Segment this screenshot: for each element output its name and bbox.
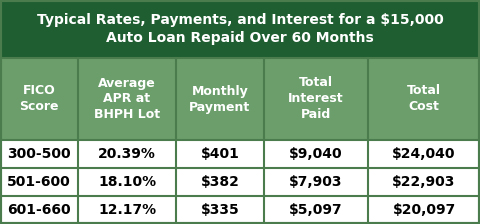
- Text: Total
Interest
Paid: Total Interest Paid: [288, 77, 344, 121]
- Text: 501-600: 501-600: [7, 175, 71, 189]
- Bar: [0, 0, 480, 58]
- Text: $401: $401: [201, 147, 240, 161]
- Text: Total
Cost: Total Cost: [407, 84, 441, 114]
- Text: $9,040: $9,040: [289, 147, 343, 161]
- Bar: [0, 140, 480, 168]
- Text: Monthly
Payment: Monthly Payment: [190, 84, 251, 114]
- Text: 601-660: 601-660: [7, 203, 71, 217]
- Text: $5,097: $5,097: [289, 203, 343, 217]
- Text: $7,903: $7,903: [289, 175, 343, 189]
- Bar: [0, 196, 480, 224]
- Text: $335: $335: [201, 203, 240, 217]
- Text: $20,097: $20,097: [392, 203, 456, 217]
- Text: $24,040: $24,040: [392, 147, 456, 161]
- Text: FICO
Score: FICO Score: [19, 84, 59, 114]
- Text: Average
APR at
BHPH Lot: Average APR at BHPH Lot: [94, 77, 160, 121]
- Text: $382: $382: [201, 175, 240, 189]
- Text: $22,903: $22,903: [392, 175, 456, 189]
- Bar: [0, 168, 480, 196]
- Text: 12.17%: 12.17%: [98, 203, 156, 217]
- Text: Typical Rates, Payments, and Interest for a $15,000
Auto Loan Repaid Over 60 Mon: Typical Rates, Payments, and Interest fo…: [36, 13, 444, 45]
- Text: 20.39%: 20.39%: [98, 147, 156, 161]
- Text: 300-500: 300-500: [7, 147, 71, 161]
- Text: 18.10%: 18.10%: [98, 175, 156, 189]
- Bar: [0, 58, 480, 140]
